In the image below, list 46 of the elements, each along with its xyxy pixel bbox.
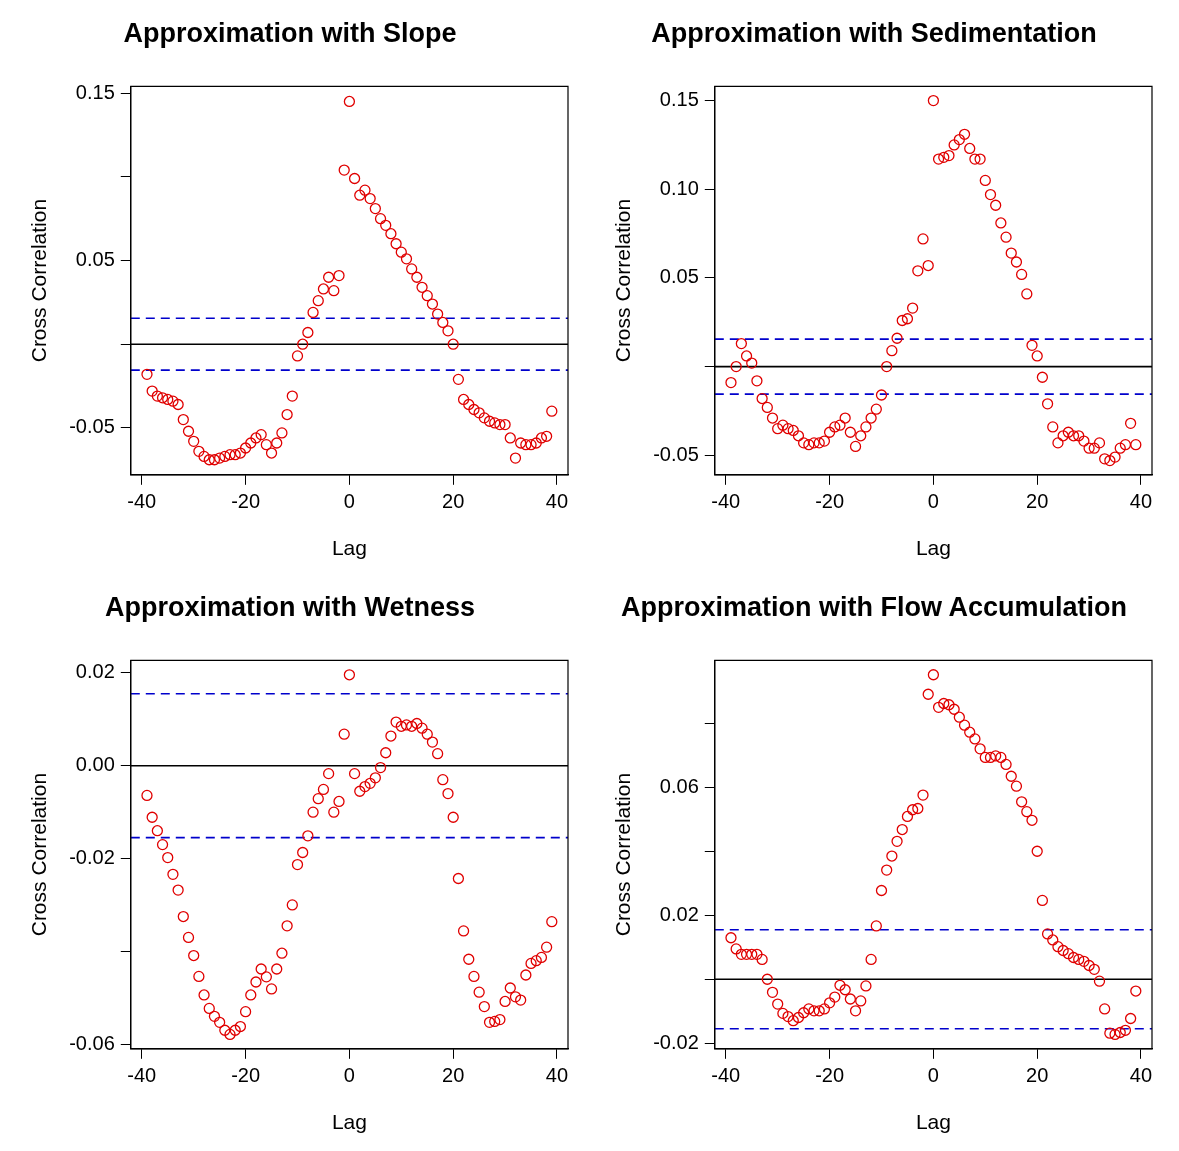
- y-tick-label: 0.05: [75, 248, 115, 271]
- x-tick-label: 40: [545, 490, 569, 513]
- x-tick-label: 20: [1026, 490, 1049, 513]
- x-tick-label: 0: [927, 490, 939, 513]
- y-tick-label: 0.15: [75, 80, 115, 103]
- x-tick-label: -40: [127, 1064, 157, 1087]
- x-tick-label: 0: [927, 1064, 939, 1087]
- x-tick-label: -40: [711, 1064, 741, 1087]
- x-tick-label: -20: [815, 1064, 845, 1087]
- y-tick-label: 0.15: [659, 88, 699, 111]
- x-tick-label: -20: [231, 1064, 261, 1087]
- y-axis-title: Cross Correlation: [611, 198, 635, 363]
- x-tick-label: 20: [442, 1064, 465, 1087]
- y-tick-label: -0.02: [653, 1030, 699, 1053]
- x-tick-label: -20: [231, 490, 261, 513]
- y-tick-label: -0.02: [69, 846, 115, 869]
- y-axis-title: Cross Correlation: [27, 198, 51, 363]
- chart-title: Approximation with Flow Accumulation: [621, 591, 1127, 622]
- y-tick-label: 0.06: [659, 775, 699, 798]
- x-axis-title: Lag: [915, 1110, 951, 1134]
- chart-title: Approximation with Slope: [123, 17, 457, 48]
- y-axis-title: Cross Correlation: [27, 772, 51, 937]
- x-tick-label: 40: [1129, 1064, 1153, 1087]
- y-tick-label: 0.10: [659, 176, 699, 199]
- x-tick-label: -40: [711, 490, 741, 513]
- x-axis-title: Lag: [915, 536, 951, 560]
- y-axis-title: Cross Correlation: [611, 772, 635, 937]
- y-tick-label: 0.02: [75, 660, 115, 683]
- y-tick-label: 0.05: [659, 265, 699, 288]
- y-tick-label: -0.05: [69, 415, 115, 438]
- x-axis-title: Lag: [331, 536, 367, 560]
- chart-title: Approximation with Sedimentation: [651, 17, 1097, 48]
- chart-title: Approximation with Wetness: [104, 591, 476, 622]
- x-tick-label: 40: [545, 1064, 569, 1087]
- y-tick-label: -0.05: [653, 442, 699, 465]
- x-tick-label: 20: [442, 490, 465, 513]
- x-axis-title: Lag: [331, 1110, 367, 1134]
- x-tick-label: -20: [815, 490, 845, 513]
- y-tick-label: -0.06: [69, 1031, 115, 1054]
- x-tick-label: 0: [343, 490, 355, 513]
- y-tick-label: 0.02: [659, 902, 699, 925]
- y-tick-label: 0.00: [75, 753, 115, 776]
- x-tick-label: -40: [127, 490, 157, 513]
- x-tick-label: 0: [343, 1064, 355, 1087]
- x-tick-label: 40: [1129, 490, 1153, 513]
- x-tick-label: 20: [1026, 1064, 1049, 1087]
